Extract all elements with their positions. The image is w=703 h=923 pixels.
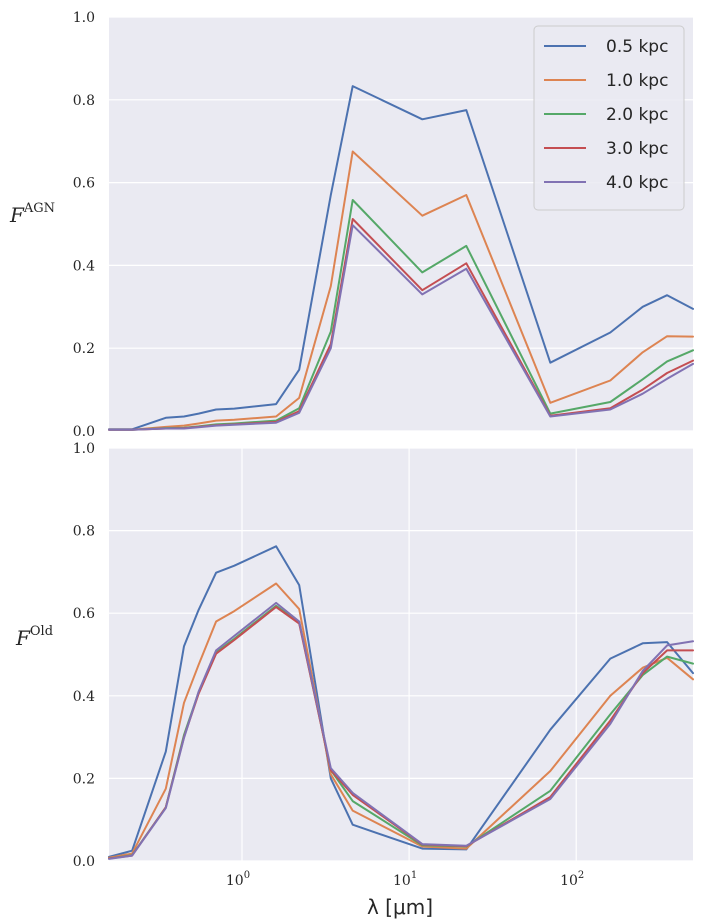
old-y-label-main: F bbox=[15, 626, 31, 650]
y-tick-label: 0.6 bbox=[73, 606, 95, 622]
agn-y-label-main: F bbox=[9, 203, 25, 227]
old-y-label-sup: Old bbox=[30, 624, 53, 639]
old-panel: 0.0 0.2 0.4 0.6 0.8 1.0 100 101 102 FOld λ [μm] bbox=[15, 441, 694, 919]
y-tick-label: 0.2 bbox=[73, 341, 95, 357]
y-tick-label: 0.6 bbox=[73, 176, 95, 192]
old-series-lines bbox=[108, 545, 694, 860]
series-line-4-0-kpc bbox=[108, 224, 694, 431]
agn-panel: 0.0 0.2 0.4 0.6 0.8 1.0 FAGN 0.5 kpc 1.0 kpc 2.… bbox=[9, 10, 694, 440]
series-line-4-0-kpc bbox=[108, 601, 694, 860]
agn-series-lines bbox=[108, 85, 694, 431]
y-tick-label: 0.4 bbox=[73, 258, 95, 274]
x-tick-label: 101 bbox=[393, 870, 417, 889]
agn-gridlines bbox=[109, 16, 693, 432]
old-x-ticks: 100 101 102 bbox=[226, 870, 584, 889]
svg-text:FAGN: FAGN bbox=[9, 201, 55, 227]
agn-y-ticks: 0.0 0.2 0.4 0.6 0.8 1.0 bbox=[73, 10, 95, 440]
agn-y-axis-label: FAGN bbox=[9, 201, 55, 227]
old-gridlines bbox=[109, 447, 693, 862]
old-y-axis-label: FOld bbox=[15, 624, 53, 650]
x-tick-label: 100 bbox=[226, 870, 250, 889]
legend-label: 3.0 kpc bbox=[606, 139, 668, 159]
y-tick-label: 1.0 bbox=[73, 441, 95, 457]
y-tick-label: 0.2 bbox=[73, 771, 95, 787]
agn-y-label-sup: AGN bbox=[23, 201, 55, 216]
series-line-1-0-kpc bbox=[108, 150, 694, 431]
legend-box bbox=[533, 25, 685, 211]
y-tick-label: 1.0 bbox=[73, 10, 95, 26]
y-tick-label: 0.8 bbox=[73, 524, 95, 540]
y-tick-label: 0.0 bbox=[73, 854, 95, 870]
x-tick-label: 102 bbox=[560, 870, 584, 889]
legend-label: 2.0 kpc bbox=[606, 105, 668, 125]
legend: 0.5 kpc 1.0 kpc 2.0 kpc 3.0 kpc 4.0 kpc bbox=[533, 25, 685, 211]
legend-label: 0.5 kpc bbox=[606, 37, 668, 57]
y-tick-label: 0.8 bbox=[73, 93, 95, 109]
y-tick-label: 0.0 bbox=[73, 424, 95, 440]
y-tick-label: 0.4 bbox=[73, 689, 95, 705]
x-axis-label: λ [μm] bbox=[367, 895, 433, 919]
legend-label: 1.0 kpc bbox=[606, 71, 668, 91]
svg-text:FOld: FOld bbox=[15, 624, 53, 650]
old-y-ticks: 0.0 0.2 0.4 0.6 0.8 1.0 bbox=[73, 441, 95, 870]
old-plot-area bbox=[109, 448, 693, 861]
series-line-0-5-kpc bbox=[108, 85, 694, 431]
legend-label: 4.0 kpc bbox=[606, 173, 668, 193]
series-line-0-5-kpc bbox=[108, 545, 694, 858]
